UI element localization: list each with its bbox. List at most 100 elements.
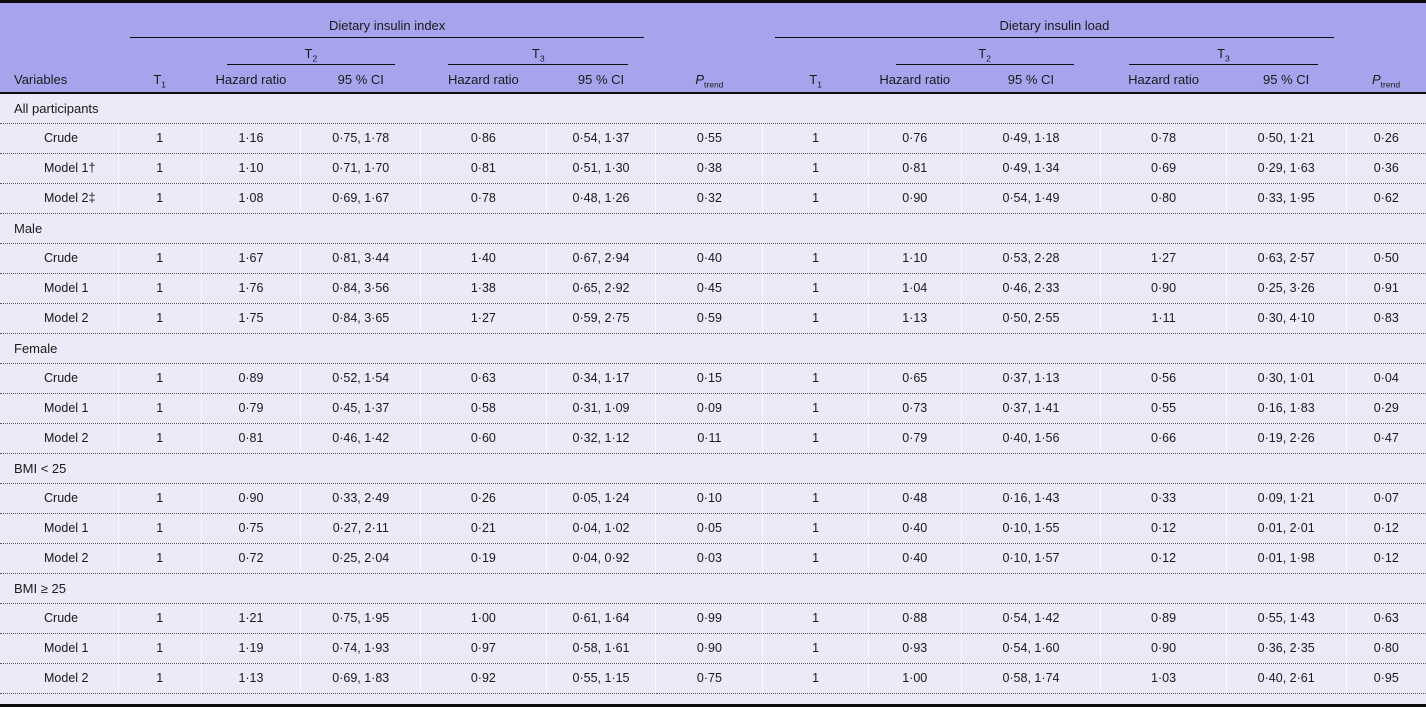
value-cell: 0·36 [1345, 153, 1426, 184]
value-cell: 0·69, 1·83 [300, 663, 421, 694]
value-cell: 0·80 [1100, 183, 1227, 214]
value-cell: 1 [762, 303, 869, 334]
value-cell: 0·50, 1·21 [1225, 123, 1347, 154]
value-cell: 0·81, 3·44 [300, 243, 421, 274]
value-cell: 0·56 [1100, 363, 1227, 394]
value-cell: 0·10, 1·55 [960, 513, 1101, 544]
data-row: Model 1 1 1·76 0·84, 3·56 1·38 0·65, 2·92 0·45… [0, 273, 1426, 304]
value-cell: 0·90 [867, 183, 962, 214]
value-cell: 1·16 [200, 123, 301, 154]
group-title: Dietary insulin load [774, 18, 1335, 38]
spacer-cell [656, 3, 763, 38]
value-cell: 1·13 [200, 663, 301, 694]
value-cell: 1 [762, 543, 869, 574]
value-cell: 1·00 [867, 663, 962, 694]
value-cell: 0·12 [1345, 513, 1426, 544]
value-cell: 0·63 [420, 363, 547, 394]
tertile-label: T2 [226, 46, 395, 65]
section-row: Female [0, 333, 1426, 364]
value-cell: 0·54, 1·49 [960, 183, 1101, 214]
value-cell: 0·26 [420, 483, 547, 514]
group-header-row: Dietary insulin index Dietary insulin lo… [0, 3, 1426, 38]
value-cell: 0·32 [655, 183, 763, 214]
value-cell: 1 [117, 303, 202, 334]
value-cell: 0·86 [420, 123, 547, 154]
value-cell: 1 [762, 123, 869, 154]
value-cell: 1·27 [420, 303, 547, 334]
row-label: Model 1 [0, 273, 119, 304]
value-cell: 0·75, 1·95 [300, 603, 421, 634]
spacer-cell [763, 38, 869, 65]
value-cell: 0·76 [867, 123, 962, 154]
value-cell: 1·21 [200, 603, 301, 634]
row-label: Crude [0, 363, 119, 394]
value-cell: 1 [117, 363, 202, 394]
value-cell: 1·76 [200, 273, 301, 304]
value-cell: 0·10 [655, 483, 763, 514]
section-row: BMI ≥ 25 [0, 573, 1426, 604]
spacer-cell [118, 38, 201, 65]
row-label: Model 2 [0, 423, 119, 454]
value-cell: 0·61, 1·64 [545, 603, 656, 634]
spacer-cell [656, 38, 763, 65]
value-cell: 0·79 [200, 393, 301, 424]
value-cell: 0·34, 1·17 [545, 363, 656, 394]
value-cell: 0·37, 1·41 [960, 393, 1101, 424]
col-p-trend-index: Ptrend [695, 72, 724, 90]
section-label: BMI < 25 [0, 453, 1426, 484]
value-cell: 0·38 [655, 153, 763, 184]
data-row: Model 1 1 0·79 0·45, 1·37 0·58 0·31, 1·09 0·09… [0, 393, 1426, 424]
section-row: All participants [0, 93, 1426, 124]
group-header-insulin-load: Dietary insulin load [763, 3, 1346, 38]
data-row: Model 2 1 0·72 0·25, 2·04 0·19 0·04, 0·92 0·03… [0, 543, 1426, 574]
value-cell: 0·72 [200, 543, 301, 574]
value-cell: 1 [117, 633, 202, 664]
value-cell: 0·09 [655, 393, 763, 424]
row-label: Model 2‡ [0, 183, 119, 214]
table-body: All participants Crude 1 1·16 0·75, 1·78 0·86… [0, 93, 1426, 694]
row-label: Model 1 [0, 513, 119, 544]
section-label: BMI ≥ 25 [0, 573, 1426, 604]
col-variables: Variables [14, 72, 68, 87]
value-cell: 0·89 [1100, 603, 1227, 634]
value-cell: 1·19 [200, 633, 301, 664]
value-cell: 0·63, 2·57 [1225, 243, 1347, 274]
value-cell: 1·10 [867, 243, 962, 274]
value-cell: 1 [117, 123, 202, 154]
value-cell: 0·55, 1·43 [1225, 603, 1347, 634]
col-ci-t3-load: 95 % CI [1263, 72, 1310, 87]
value-cell: 1 [762, 273, 869, 304]
value-cell: 0·45, 1·37 [300, 393, 421, 424]
spacer-cell [1346, 3, 1426, 38]
col-ci-t2-index: 95 % CI [337, 72, 384, 87]
value-cell: 0·45 [655, 273, 763, 304]
value-cell: 0·48 [867, 483, 962, 514]
value-cell: 0·16, 1·43 [960, 483, 1101, 514]
value-cell: 0·90 [655, 633, 763, 664]
value-cell: 0·75, 1·78 [300, 123, 421, 154]
group-header-insulin-index: Dietary insulin index [118, 3, 656, 38]
value-cell: 1·00 [420, 603, 547, 634]
value-cell: 0·62 [1345, 183, 1426, 214]
value-cell: 1 [117, 273, 202, 304]
col-ci-t3-index: 95 % CI [577, 72, 625, 87]
tertile-header-row: T2 T3 T2 T3 [0, 38, 1426, 65]
value-cell: 0·05, 1·24 [545, 483, 656, 514]
value-cell: 0·47 [1345, 423, 1426, 454]
value-cell: 0·33 [1100, 483, 1227, 514]
value-cell: 1 [117, 423, 202, 454]
row-label: Crude [0, 123, 119, 154]
value-cell: 0·40 [867, 513, 962, 544]
value-cell: 0·60 [420, 423, 547, 454]
data-row: Crude 1 1·16 0·75, 1·78 0·86 0·54, 1·37 0·55 1 0… [0, 123, 1426, 154]
value-cell: 0·15 [655, 363, 763, 394]
value-cell: 0·55, 1·15 [545, 663, 656, 694]
value-cell: 1 [762, 393, 869, 424]
value-cell: 0·32, 1·12 [545, 423, 656, 454]
value-cell: 1 [762, 423, 869, 454]
value-cell: 1 [117, 483, 202, 514]
tertile2-header-index: T2 [201, 38, 421, 65]
row-label: Model 1† [0, 153, 119, 184]
value-cell: 0·65 [867, 363, 962, 394]
value-cell: 1·08 [200, 183, 301, 214]
